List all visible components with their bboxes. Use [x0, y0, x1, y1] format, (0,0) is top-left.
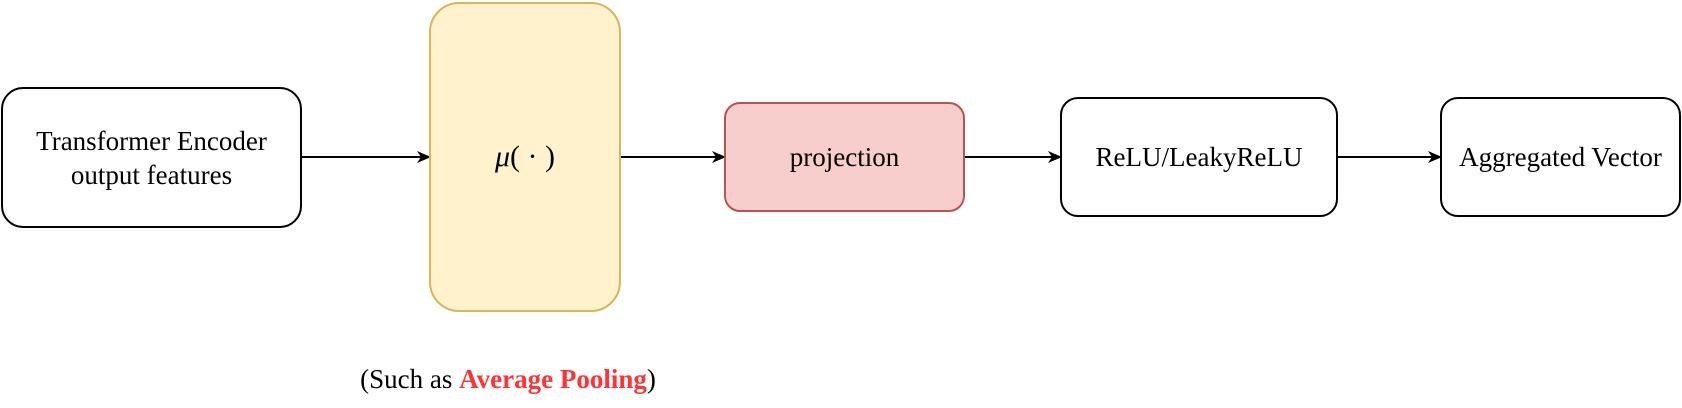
mean-node-caption: (Such as Average Pooling): [240, 362, 776, 396]
caption-suffix: ): [646, 364, 656, 394]
transformer-encoder-label-line1: Transformer Encoder: [36, 125, 267, 156]
relu-activation-node: ReLU/LeakyReLU: [1060, 97, 1338, 217]
projection-node: projection: [724, 102, 965, 212]
mean-function-label: μ( · ): [495, 140, 555, 174]
transformer-encoder-label: Transformer Encoder output features: [36, 124, 267, 192]
mean-args: ( · ): [510, 140, 556, 173]
transformer-encoder-node: Transformer Encoder output features: [1, 87, 302, 228]
mean-symbol: μ: [494, 140, 511, 173]
caption-prefix: (Such as: [360, 364, 460, 394]
relu-label: ReLU/LeakyReLU: [1095, 142, 1303, 172]
mean-pooling-node: μ( · ): [429, 2, 621, 312]
transformer-encoder-label-line2: output features: [70, 159, 233, 190]
aggregated-vector-label: Aggregated Vector: [1459, 142, 1662, 172]
caption-highlight: Average Pooling: [459, 364, 647, 394]
aggregated-vector-node: Aggregated Vector: [1440, 97, 1681, 217]
projection-label: projection: [789, 142, 900, 172]
